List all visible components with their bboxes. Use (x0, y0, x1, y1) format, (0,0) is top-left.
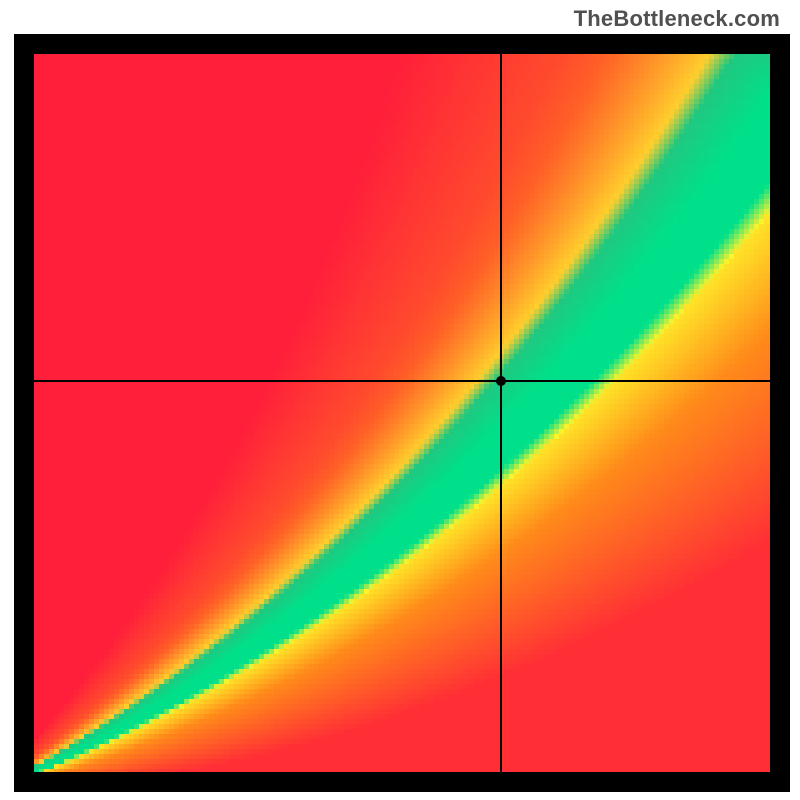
heatmap-canvas (34, 54, 770, 772)
crosshair-horizontal (34, 380, 770, 382)
crosshair-vertical (500, 54, 502, 772)
watermark-text: TheBottleneck.com (574, 6, 780, 32)
heatmap-plot-area (34, 54, 770, 772)
